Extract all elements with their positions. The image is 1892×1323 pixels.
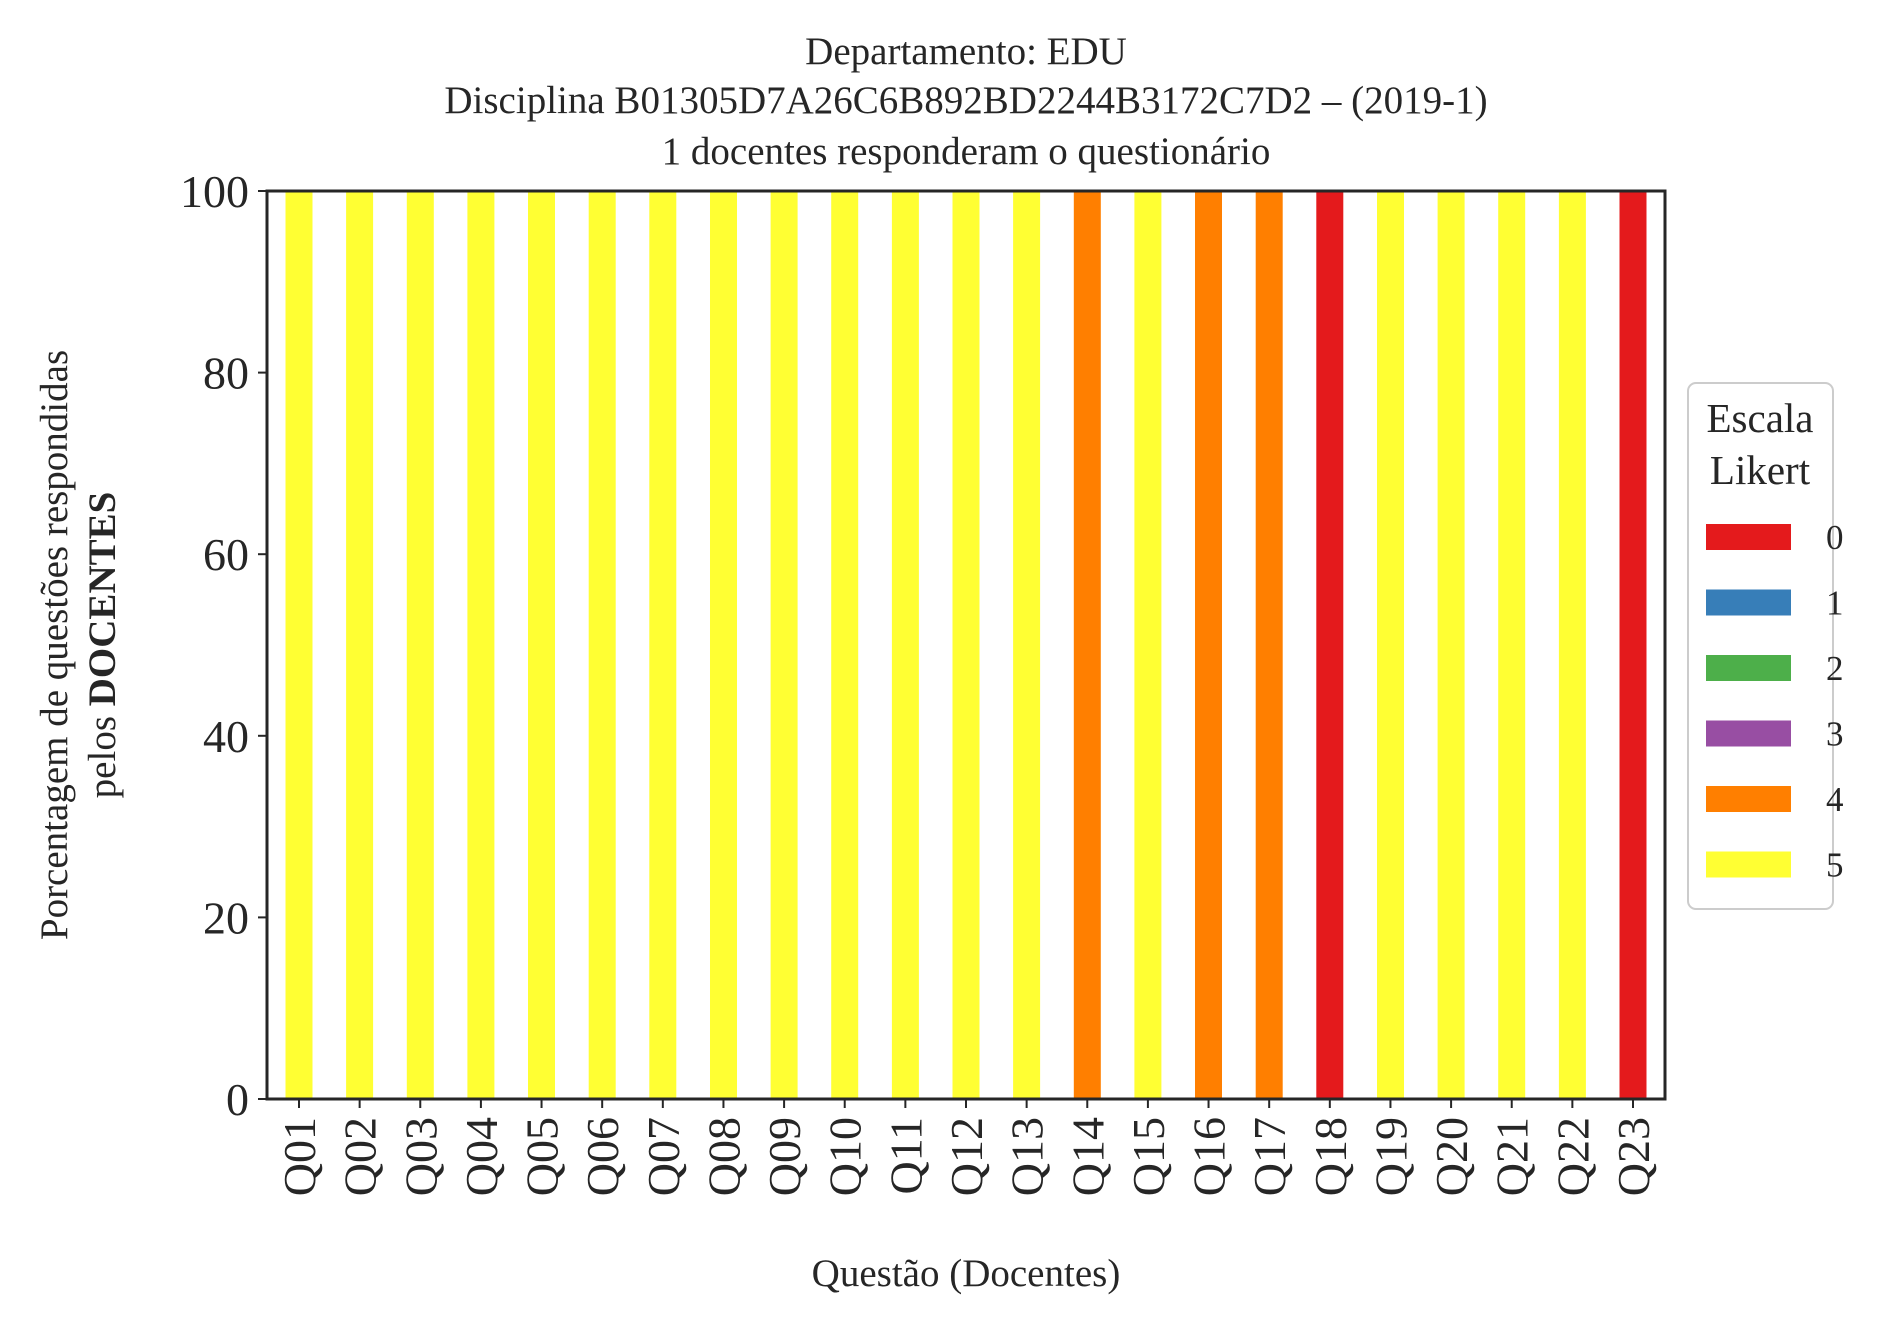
x-tick-label-q12: Q12 xyxy=(941,1117,992,1196)
x-tick-label-q02: Q02 xyxy=(335,1117,386,1196)
legend-swatch-3 xyxy=(1706,720,1791,747)
y-tick-label: 100 xyxy=(180,166,249,217)
y-axis-label-line-1: Porcentagem de questões respondidas xyxy=(33,350,76,940)
chart-title-line-3: 1 docentes responderam o questionário xyxy=(662,130,1271,173)
y-axis-ticks: 0 20 40 60 80 100 xyxy=(180,166,267,1125)
x-tick-label-q22: Q22 xyxy=(1547,1117,1598,1196)
bar-q19-likert-5 xyxy=(1377,191,1404,1099)
bar-q02-likert-5 xyxy=(346,191,374,1099)
bar-q11-likert-5 xyxy=(891,191,919,1099)
x-axis-ticks: Q01 Q02 Q03 Q04 Q05 Q06 Q07 Q08 Q09 Q10 Q11 Q12 Q13 Q… xyxy=(274,1099,1659,1196)
legend-swatch-1 xyxy=(1706,589,1791,616)
y-axis-label: Porcentagem de questões respondidas pelo… xyxy=(33,350,124,940)
bar-q03-likert-5 xyxy=(406,191,434,1099)
x-tick-label-q11: Q11 xyxy=(880,1117,931,1195)
x-tick-label-q10: Q10 xyxy=(820,1117,871,1196)
x-tick-label-q18: Q18 xyxy=(1305,1117,1356,1196)
chart-title-line-2: Disciplina B01305D7A26C6B892BD2244B3172C… xyxy=(444,79,1487,122)
x-tick-label-q13: Q13 xyxy=(1002,1117,1053,1196)
bar-q10-likert-5 xyxy=(831,191,859,1099)
legend-swatch-5 xyxy=(1706,851,1791,878)
x-tick-label-q07: Q07 xyxy=(638,1117,689,1196)
legend-title-line-1: Escala xyxy=(1707,395,1814,441)
bar-q17-likert-4 xyxy=(1255,191,1283,1099)
chart-title: Departamento: EDU Disciplina B01305D7A26… xyxy=(444,30,1487,173)
x-tick-label-q21: Q21 xyxy=(1487,1117,1538,1196)
legend-swatch-4 xyxy=(1706,786,1791,812)
x-tick-label-q23: Q23 xyxy=(1608,1117,1659,1196)
x-tick-label-q06: Q06 xyxy=(577,1117,628,1196)
x-tick-label-q16: Q16 xyxy=(1184,1117,1235,1196)
y-axis-label-line-2: pelos DOCENTES xyxy=(81,492,124,799)
bars-layer xyxy=(285,191,1647,1099)
x-tick-label-q19: Q19 xyxy=(1366,1117,1417,1196)
legend-entries: 0 1 2 3 4 5 xyxy=(1706,518,1844,885)
x-tick-label-q04: Q04 xyxy=(456,1117,507,1196)
legend-label-0: 0 xyxy=(1826,518,1844,557)
plot-frame xyxy=(265,189,1667,1101)
bar-q23-likert-0 xyxy=(1619,191,1647,1099)
x-tick-label-q17: Q17 xyxy=(1244,1117,1295,1196)
y-axis-label-bold: DOCENTES xyxy=(81,492,124,707)
legend-label-1: 1 xyxy=(1826,584,1844,623)
bar-q06-likert-5 xyxy=(588,191,616,1099)
y-tick-label: 60 xyxy=(203,529,249,580)
y-tick-label: 0 xyxy=(226,1074,249,1125)
legend-title-line-2: Likert xyxy=(1710,447,1811,493)
y-tick-label: 80 xyxy=(203,348,249,399)
y-axis-label-prefix: pelos xyxy=(81,716,124,798)
x-tick-label-q14: Q14 xyxy=(1062,1117,1113,1196)
bar-q18-likert-0 xyxy=(1316,191,1344,1099)
x-tick-label-q09: Q09 xyxy=(759,1117,810,1196)
bar-q08-likert-5 xyxy=(710,191,737,1099)
bar-q12-likert-5 xyxy=(952,191,980,1099)
bar-q01-likert-5 xyxy=(285,191,313,1099)
legend-label-5: 5 xyxy=(1826,846,1844,885)
legend-box xyxy=(1687,382,1834,910)
x-tick-label-q01: Q01 xyxy=(274,1117,325,1196)
bar-q13-likert-5 xyxy=(1013,191,1041,1099)
bar-q07-likert-5 xyxy=(649,191,677,1099)
legend-label-2: 2 xyxy=(1826,649,1844,688)
x-tick-label-q05: Q05 xyxy=(517,1117,568,1196)
y-tick-label: 20 xyxy=(203,892,249,943)
x-axis-label: Questão (Docentes) xyxy=(812,1252,1121,1295)
x-tick-label-q03: Q03 xyxy=(395,1117,446,1196)
legend: Escala Likert 0 1 2 3 4 5 xyxy=(1687,382,1844,910)
bar-q22-likert-5 xyxy=(1558,191,1586,1099)
legend-swatch-2 xyxy=(1706,655,1791,681)
legend-swatch-0 xyxy=(1706,524,1791,550)
x-tick-label-q08: Q08 xyxy=(699,1117,750,1196)
x-tick-label-q15: Q15 xyxy=(1123,1117,1174,1196)
chart-title-line-1: Departamento: EDU xyxy=(805,30,1127,73)
bar-q16-likert-4 xyxy=(1195,191,1222,1099)
y-tick-label: 40 xyxy=(203,711,249,762)
bar-q21-likert-5 xyxy=(1498,191,1526,1099)
x-tick-label-q20: Q20 xyxy=(1426,1117,1477,1196)
bar-q05-likert-5 xyxy=(528,191,555,1099)
bar-q15-likert-5 xyxy=(1134,191,1162,1099)
legend-label-4: 4 xyxy=(1826,780,1844,819)
bar-q04-likert-5 xyxy=(467,191,495,1099)
bar-q14-likert-4 xyxy=(1073,191,1101,1099)
bar-q09-likert-5 xyxy=(770,191,798,1099)
bar-q20-likert-5 xyxy=(1437,191,1465,1099)
legend-label-3: 3 xyxy=(1826,715,1844,754)
